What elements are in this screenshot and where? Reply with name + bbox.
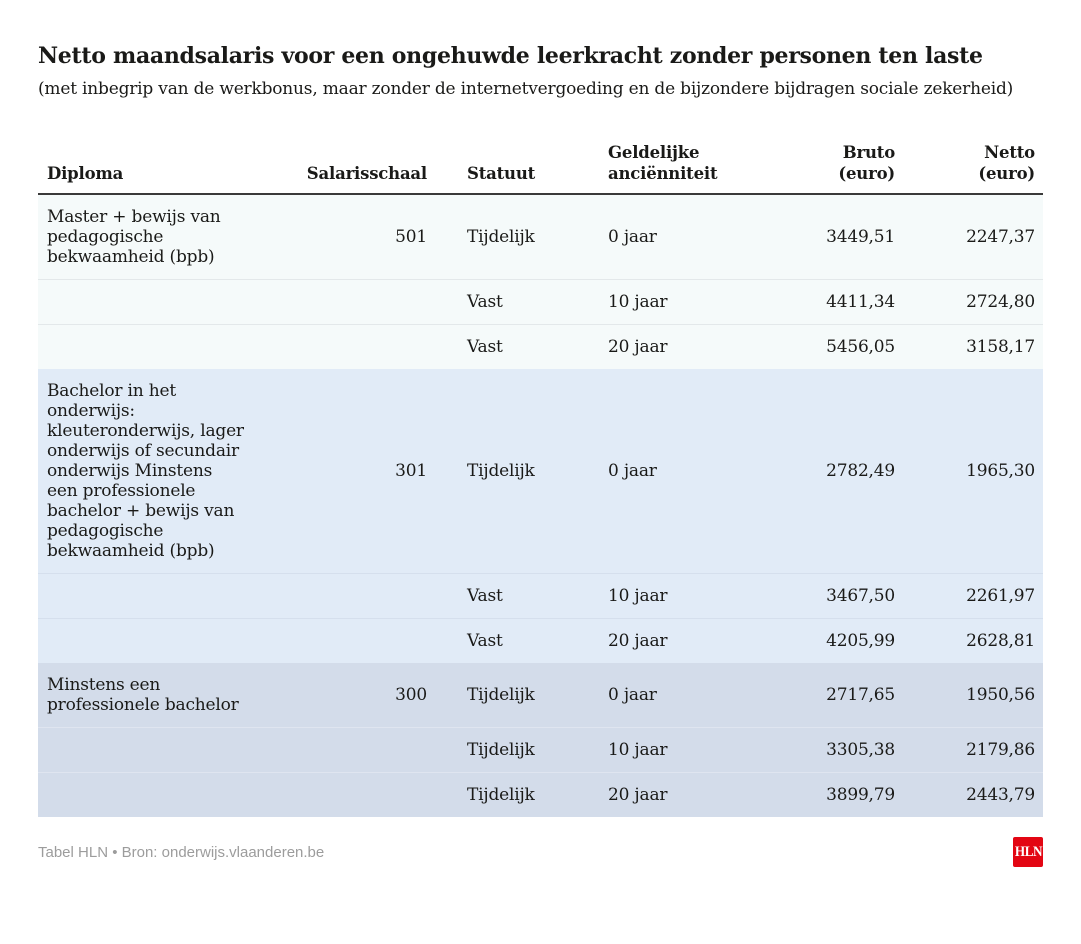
cell-statuut: Tijdelijk	[467, 227, 535, 247]
column-header-salarisschaal: Salarisschaal	[296, 142, 433, 195]
cell-diploma	[38, 279, 296, 325]
cell-bruto: 4411,34	[748, 279, 898, 325]
table-row: Vast 20 jaar 5456,05 3158,17	[38, 324, 1043, 369]
table-row: Minstens een professionele bachelor 300 Ti…	[38, 663, 1043, 728]
cell-ancienniteit: 20 jaar	[573, 618, 748, 663]
salary-table: Diploma Salarisschaal Statuut Geldelijke…	[38, 142, 1043, 817]
cell-netto: 2443,79	[898, 772, 1043, 817]
cell-salarisschaal	[296, 618, 433, 663]
cell-bruto: 2717,65	[826, 685, 895, 705]
cell-bruto: 3305,38	[748, 727, 898, 773]
cell-salarisschaal: 501	[395, 227, 427, 247]
cell-bruto: 3449,51	[826, 227, 895, 247]
cell-diploma	[38, 772, 296, 817]
cell-statuut: Tijdelijk	[467, 461, 535, 481]
cell-salarisschaal: 301	[395, 461, 427, 481]
page-title: Netto maandsalaris voor een ongehuwde le…	[38, 43, 983, 69]
hln-logo: HLN	[1013, 837, 1043, 867]
cell-statuut: Vast	[433, 573, 573, 619]
cell-diploma	[38, 573, 296, 619]
cell-statuut: Tijdelijk	[467, 685, 535, 705]
cell-diploma: Minstens een professionele bachelor	[47, 675, 239, 715]
cell-ancienniteit: 0 jaar	[608, 227, 657, 247]
cell-ancienniteit: 20 jaar	[573, 772, 748, 817]
cell-salarisschaal	[296, 324, 433, 369]
cell-diploma	[38, 727, 296, 773]
table-row: Vast 10 jaar 3467,50 2261,97	[38, 573, 1043, 619]
column-header-netto: Netto (euro)	[898, 142, 1043, 195]
hln-logo-text: HLN	[1014, 843, 1042, 860]
table-row: Master + bewijs van pedagogische bekwaam…	[38, 194, 1043, 280]
source-credit: Tabel HLN • Bron: onderwijs.vlaanderen.b…	[38, 843, 325, 861]
column-header-ancienniteit: Geldelijke anciënniteit	[573, 142, 748, 195]
cell-salarisschaal	[296, 279, 433, 325]
cell-statuut: Vast	[433, 324, 573, 369]
cell-netto: 2724,80	[898, 279, 1043, 325]
cell-diploma	[38, 618, 296, 663]
cell-statuut: Tijdelijk	[433, 772, 573, 817]
cell-diploma	[38, 324, 296, 369]
cell-ancienniteit: 20 jaar	[573, 324, 748, 369]
cell-bruto: 3467,50	[748, 573, 898, 619]
cell-netto: 3158,17	[898, 324, 1043, 369]
cell-bruto: 4205,99	[748, 618, 898, 663]
cell-diploma: Bachelor in het onderwijs: kleuteronderw…	[47, 381, 244, 561]
table-row: Tijdelijk 20 jaar 3899,79 2443,79	[38, 772, 1043, 817]
column-header-bruto: Bruto (euro)	[748, 142, 898, 195]
cell-statuut: Tijdelijk	[433, 727, 573, 773]
cell-bruto: 2782,49	[826, 461, 895, 481]
cell-salarisschaal	[296, 727, 433, 773]
cell-bruto: 3899,79	[748, 772, 898, 817]
cell-diploma: Master + bewijs van pedagogische bekwaam…	[47, 207, 221, 267]
column-header-diploma: Diploma	[38, 142, 296, 195]
cell-ancienniteit: 10 jaar	[573, 279, 748, 325]
cell-netto: 2261,97	[898, 573, 1043, 619]
cell-statuut: Vast	[433, 279, 573, 325]
cell-netto: 2179,86	[898, 727, 1043, 773]
salary-table-body: Master + bewijs van pedagogische bekwaam…	[38, 194, 1043, 817]
cell-salarisschaal	[296, 772, 433, 817]
cell-ancienniteit: 10 jaar	[573, 573, 748, 619]
cell-netto: 1950,56	[966, 685, 1035, 705]
cell-statuut: Vast	[433, 618, 573, 663]
cell-netto: 2247,37	[966, 227, 1035, 247]
table-row: Vast 10 jaar 4411,34 2724,80	[38, 279, 1043, 325]
column-header-statuut: Statuut	[433, 142, 573, 195]
table-row: Vast 20 jaar 4205,99 2628,81	[38, 618, 1043, 663]
infographic: Netto maandsalaris voor een ongehuwde le…	[38, 44, 1043, 867]
cell-netto: 1965,30	[966, 461, 1035, 481]
cell-ancienniteit: 0 jaar	[608, 685, 657, 705]
cell-ancienniteit: 10 jaar	[573, 727, 748, 773]
table-row: Tijdelijk 10 jaar 3305,38 2179,86	[38, 727, 1043, 773]
cell-bruto: 5456,05	[748, 324, 898, 369]
table-header-row: Diploma Salarisschaal Statuut Geldelijke…	[38, 142, 1043, 195]
cell-netto: 2628,81	[898, 618, 1043, 663]
page-subtitle: (met inbegrip van de werkbonus, maar zon…	[38, 79, 1014, 99]
footer: Tabel HLN • Bron: onderwijs.vlaanderen.b…	[38, 837, 1043, 867]
cell-salarisschaal	[296, 573, 433, 619]
cell-salarisschaal: 300	[395, 685, 427, 705]
cell-ancienniteit: 0 jaar	[608, 461, 657, 481]
table-row: Bachelor in het onderwijs: kleuteronderw…	[38, 369, 1043, 574]
